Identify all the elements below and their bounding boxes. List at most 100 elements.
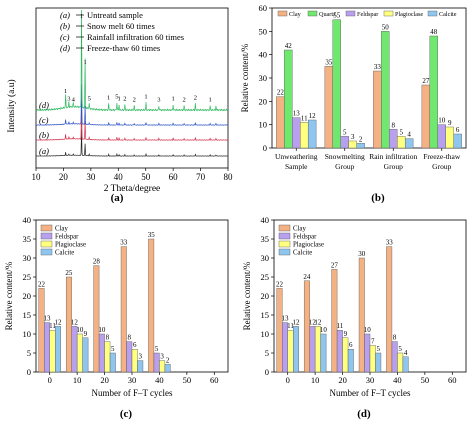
legend-label: Calcite <box>439 11 457 18</box>
bar-feldspar <box>126 341 133 373</box>
x-axis-label: Number of F–T cycles <box>91 388 173 398</box>
bar-clay <box>373 70 382 149</box>
data-label: 33 <box>386 239 394 247</box>
data-label: 12 <box>54 318 62 326</box>
data-label: 33 <box>374 63 382 71</box>
data-label: 3 <box>351 133 355 141</box>
x-axis-label: 2 Theta/degree <box>104 184 161 194</box>
bar-plagioclase <box>49 329 56 373</box>
data-label: 6 <box>349 341 353 349</box>
xrd-chart: 10 20 30 40 50 60 70 80 2 Theta/degree Intensity … <box>6 7 233 194</box>
legend-swatch <box>40 248 53 256</box>
peak-label: 1 <box>209 97 212 104</box>
data-label: 50 <box>382 23 390 31</box>
y-tick-label: 5 <box>27 348 31 358</box>
peak-label: 2 <box>133 97 136 104</box>
legend-label: Plagioclase <box>395 11 423 18</box>
data-label: 3 <box>138 353 142 361</box>
peak-label: 2 <box>194 94 197 101</box>
bar-calcite <box>55 326 61 373</box>
bar-clay <box>148 238 155 373</box>
data-label: 10 <box>438 117 446 125</box>
peak-label: 4 <box>72 97 76 104</box>
x-tick-label: 70 <box>196 172 206 182</box>
bar-feldspar <box>309 326 316 373</box>
legend-label: Calcite <box>55 250 74 257</box>
bar-plagioclase <box>300 122 309 149</box>
legend-swatch <box>383 10 394 17</box>
data-label: 10 <box>76 326 84 334</box>
bar-plagioclase <box>76 333 83 373</box>
x-category-label: Group <box>335 162 354 171</box>
xrd-series-line <box>35 84 229 126</box>
bar-plagioclase <box>131 348 138 373</box>
data-label: 8 <box>392 121 396 129</box>
peak-label: 3 <box>67 96 70 103</box>
y-tick-label: 5 <box>265 348 269 358</box>
bar-clay <box>65 276 72 373</box>
x-category-label: 0 <box>286 375 290 385</box>
data-label: 35 <box>325 58 333 66</box>
bar-clay <box>358 257 365 373</box>
legend-label: Rainfall infiltration 60 times <box>87 32 184 42</box>
data-label: 13 <box>293 110 301 118</box>
xrd-series-line <box>35 98 229 141</box>
data-label: 35 <box>148 231 156 239</box>
data-label: 6 <box>133 341 137 349</box>
bar-feldspar <box>391 341 398 373</box>
legend-label: Plagioclase <box>55 242 86 249</box>
y-tick-label: 15 <box>23 310 32 320</box>
peak-label: 1 <box>117 96 120 103</box>
x-category-label: Freeze-thaw <box>423 152 461 161</box>
legend-label: Quartz <box>319 11 336 18</box>
data-label: 5 <box>399 128 403 136</box>
bar-plagioclase <box>397 136 406 149</box>
data-label: 12 <box>314 318 322 326</box>
x-tick-label: 30 <box>86 172 96 182</box>
panel-c: 0 5 10 15 20 25 30 35 40 Relative content/% 0 22 13 1… <box>0 212 236 426</box>
peak-label: 2 <box>182 97 185 104</box>
bar-calcite <box>347 348 354 373</box>
bar-feldspar <box>336 329 343 373</box>
data-label: 10 <box>98 326 106 334</box>
legend-swatch <box>40 224 53 232</box>
y-tick-label: 0 <box>263 143 267 153</box>
data-label: 33 <box>120 239 128 247</box>
bar-feldspar <box>98 333 105 373</box>
bar-calcite <box>82 337 89 373</box>
bar-feldspar <box>340 136 349 149</box>
bar-plagioclase <box>159 360 166 373</box>
bar-clay <box>120 246 127 373</box>
peak-label: 1 <box>144 93 147 100</box>
legend-label: Clay <box>55 226 68 233</box>
bar-calcite <box>109 352 116 373</box>
legend-marker: (d) <box>60 43 70 53</box>
data-label: 11 <box>301 114 308 122</box>
legend-label: Clay <box>289 11 302 18</box>
caption-b: (b) <box>371 192 385 204</box>
data-label: 7 <box>371 337 375 345</box>
legend-label: Untreatd sample <box>87 10 143 20</box>
y-tick-label: 0 <box>265 367 269 377</box>
data-label: 8 <box>106 334 110 342</box>
legend-marker: (c) <box>60 32 70 42</box>
legend-swatch <box>345 10 356 17</box>
peak-label: 1 <box>172 96 175 103</box>
bar-calcite <box>137 360 144 373</box>
peak-label: 1 <box>64 88 67 95</box>
y-tick-label: 25 <box>23 272 32 282</box>
bar-calcite <box>356 143 365 149</box>
x-category-label: 40 <box>155 375 164 385</box>
data-label: 25 <box>65 269 73 277</box>
bar-clay <box>421 84 431 149</box>
data-label: 48 <box>430 28 438 36</box>
data-label: 5 <box>155 345 159 353</box>
bar-plagioclase <box>348 140 357 149</box>
x-category-label: 0 <box>48 375 52 385</box>
bar-feldspar <box>389 129 398 149</box>
data-label: 55 <box>333 12 341 20</box>
data-label: 6 <box>456 126 460 134</box>
y-tick-label: 60 <box>259 3 268 13</box>
y-tick-label: 30 <box>261 253 270 263</box>
